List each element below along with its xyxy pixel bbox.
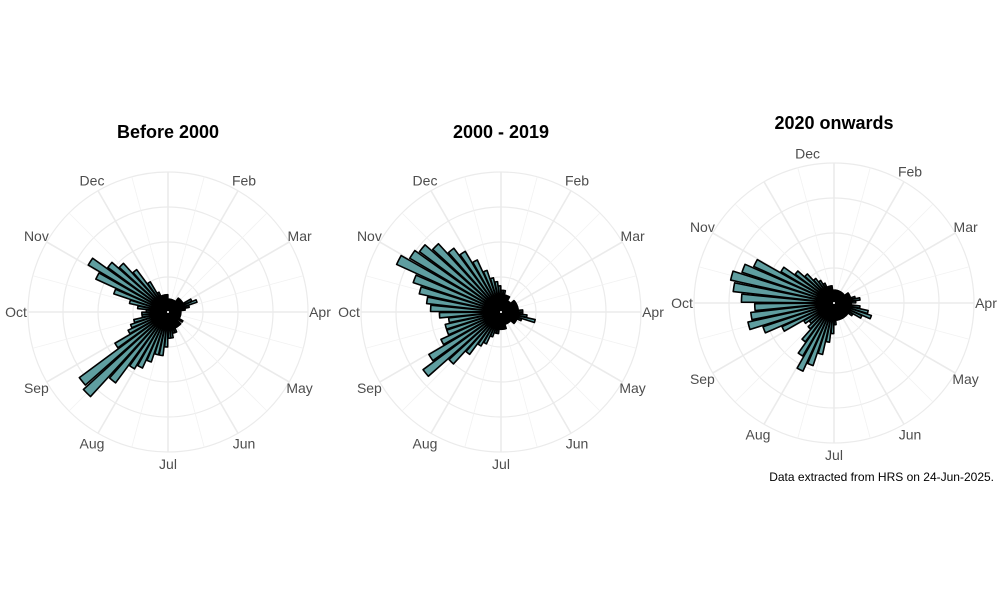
month-label-feb: Feb [232,172,256,188]
month-label-oct: Oct [338,304,360,320]
grid-spoke [500,176,538,313]
month-label-dec: Dec [80,172,105,188]
panel-title-before-2000: Before 2000 [117,122,219,142]
grid-spoke [833,203,934,304]
polar-bar [169,309,182,313]
grid-spoke [167,176,205,313]
polar-bar [502,309,524,313]
grid-spoke [167,311,205,448]
month-label-aug: Aug [80,436,105,452]
polar-bar [741,263,833,304]
data-source-caption: Data extracted from HRS on 24-Jun-2025. [769,470,994,484]
panel-2020-onwards: Dec Feb Mar Apr May Jun Jul Aug Sep Oct Nov 2020 o… [671,113,997,463]
polar-bar [431,242,501,312]
grid-spoke [500,311,572,434]
polar-bar [418,243,501,312]
grid-spoke [833,232,956,304]
month-label-feb: Feb [565,172,589,188]
month-label-may: May [952,371,978,387]
month-label-aug: Aug [746,427,771,443]
month-label-sep: Sep [24,380,49,396]
month-label-dec: Dec [795,145,820,161]
grid-spoke [500,311,538,448]
month-label-apr: Apr [642,304,664,320]
grid-spoke [167,311,268,412]
grid-spoke [167,275,304,313]
month-label-jul: Jul [492,456,510,472]
grid-spoke [167,311,290,383]
grid-spoke [500,212,601,313]
polar-bar [835,300,857,304]
month-label-feb: Feb [898,163,922,179]
month-label-mar: Mar [954,219,978,235]
grid-spoke [500,311,623,383]
month-label-jun: Jun [566,436,589,452]
grid-spoke [464,311,502,448]
month-label-dec: Dec [413,172,438,188]
grid-spoke [797,167,835,304]
polar-bar [87,257,168,312]
grid-spoke [500,275,637,313]
month-label-apr: Apr [975,295,997,311]
grid-spoke [167,311,239,434]
month-label-oct: Oct [5,304,27,320]
polar-bar [422,312,501,378]
grid-spoke [500,311,601,412]
month-label-mar: Mar [288,228,312,244]
month-label-nov: Nov [24,228,49,244]
month-label-jun: Jun [899,427,922,443]
month-label-may: May [286,380,312,396]
grid-spoke [833,167,871,304]
month-label-jul: Jul [825,447,843,463]
polar-bar [395,254,501,312]
grid-spoke [131,176,169,313]
month-label-sep: Sep [357,380,382,396]
polar-bar [78,312,168,386]
grid-spoke [833,266,970,304]
month-label-nov: Nov [690,219,715,235]
grid-spoke [500,190,572,313]
polar-bar [82,312,168,398]
grid-spoke [833,302,871,439]
grid-spoke [167,212,268,313]
month-label-oct: Oct [671,295,693,311]
month-label-jul: Jul [159,456,177,472]
month-label-jun: Jun [233,436,256,452]
polar-bar [408,249,501,312]
month-label-mar: Mar [621,228,645,244]
grid-spoke [167,311,304,349]
grid-spoke [833,302,905,425]
grid-spoke [833,181,905,304]
panel-before-2000: Feb Mar Apr May Jun Jul Aug Sep Oct Nov Dec Before… [5,122,331,472]
panel-title-2020-onwards: 2020 onwards [774,113,893,133]
month-label-aug: Aug [413,436,438,452]
month-label-may: May [619,380,645,396]
polar-bar [412,274,500,313]
grid-spoke [500,241,623,313]
grid-spoke [167,190,239,313]
panel-title-2000-2019: 2000 - 2019 [453,122,549,142]
month-label-nov: Nov [357,228,382,244]
panel-2000-2019: Feb Mar Apr May Jun Jul Aug Sep Oct Nov Dec 2000 -… [338,122,664,472]
month-label-sep: Sep [690,371,715,387]
month-label-apr: Apr [309,304,331,320]
grid-spoke [833,302,934,403]
